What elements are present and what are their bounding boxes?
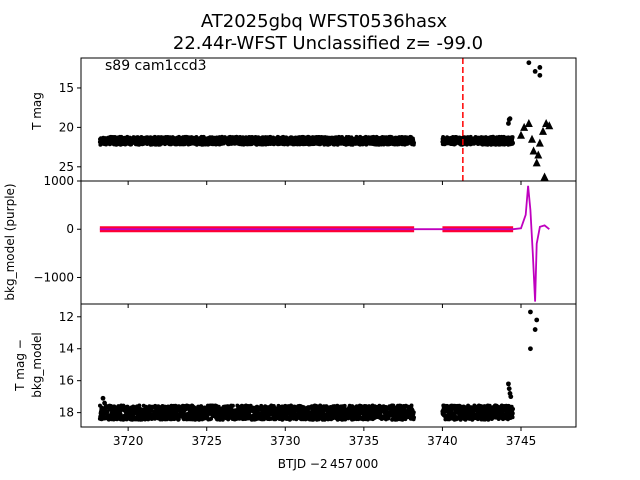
chart-title-line1: AT2025gbq WFST0536hasx <box>201 11 448 32</box>
upper-limit-triangle <box>517 130 525 139</box>
y-tick-label: 1000 <box>43 174 74 188</box>
data-point-cluster <box>97 134 417 147</box>
x-tick-label: 3720 <box>113 434 144 448</box>
y-tick-label: 15 <box>59 81 74 95</box>
data-point <box>506 117 512 122</box>
upper-limit-triangle <box>524 118 533 127</box>
bottom-ylabel-line1: T mag − <box>13 339 27 392</box>
data-point <box>506 121 511 126</box>
data-point <box>506 381 511 387</box>
sector-camera-annotation: s89 cam1ccd3 <box>105 58 207 74</box>
y-tick-label: 20 <box>59 120 74 134</box>
x-tick-label: 3740 <box>427 434 458 448</box>
data-point <box>528 309 533 315</box>
bottom-ylabel-line2: bkg_model <box>30 332 44 398</box>
data-point <box>532 327 538 332</box>
data-point <box>100 395 106 401</box>
upper-limit-triangle <box>539 126 547 135</box>
x-tick-label: 3745 <box>506 434 537 448</box>
bkg-model-line <box>99 185 550 302</box>
top-ylabel: T mag <box>30 92 44 131</box>
data-point <box>537 65 543 70</box>
x-tick-label: 3725 <box>191 434 222 448</box>
panel-frame <box>80 57 577 182</box>
chart-title-line2: 22.44r-WFST Unclassified z= -99.0 <box>173 33 483 54</box>
data-point <box>526 60 532 66</box>
x-tick-label: 3730 <box>270 434 301 448</box>
upper-limit-triangle <box>528 134 536 143</box>
data-point <box>506 386 512 392</box>
y-tick-label: 0 <box>66 222 74 236</box>
data-point <box>532 69 538 74</box>
difference-panel: 12 14 16 18 3720 3725 3730 3735 3740 3745 <box>59 303 577 448</box>
data-point <box>102 400 107 406</box>
middle-ylabel: bkg_model (purple) <box>3 183 17 300</box>
upper-limit-triangle <box>532 158 541 167</box>
panel-frame <box>80 303 577 428</box>
panel-frame <box>80 180 577 305</box>
data-point <box>508 394 514 400</box>
y-tick-label: 25 <box>59 160 74 174</box>
y-tick-label: 18 <box>59 406 74 420</box>
plot-area <box>99 185 550 302</box>
data-point <box>534 317 540 323</box>
y-tick-label: 14 <box>59 342 74 356</box>
x-tick-label: 3735 <box>349 434 380 448</box>
bkg-model-panel: −1000 0 1000 <box>33 174 577 308</box>
data-point-cluster <box>440 134 515 147</box>
data-point <box>537 72 543 78</box>
upper-limit-triangle <box>535 138 544 147</box>
data-point <box>528 346 533 352</box>
upper-limit-triangle <box>540 172 549 181</box>
plot-area <box>97 309 540 422</box>
y-tick-label: −1000 <box>33 270 74 284</box>
data-point-cluster <box>97 403 417 422</box>
y-tick-label: 12 <box>59 310 74 324</box>
upper-limit-triangle <box>545 121 554 130</box>
upper-limit-triangle <box>534 150 543 159</box>
plot-area <box>97 58 554 181</box>
x-axis-label: BTJD −2 457 000 <box>278 457 378 471</box>
magnitude-panel: 15 20 25 <box>59 57 577 185</box>
y-tick-label: 16 <box>59 374 74 388</box>
upper-limit-triangle <box>520 122 529 131</box>
upper-limit-triangle <box>529 146 538 155</box>
data-point-cluster <box>440 403 515 422</box>
